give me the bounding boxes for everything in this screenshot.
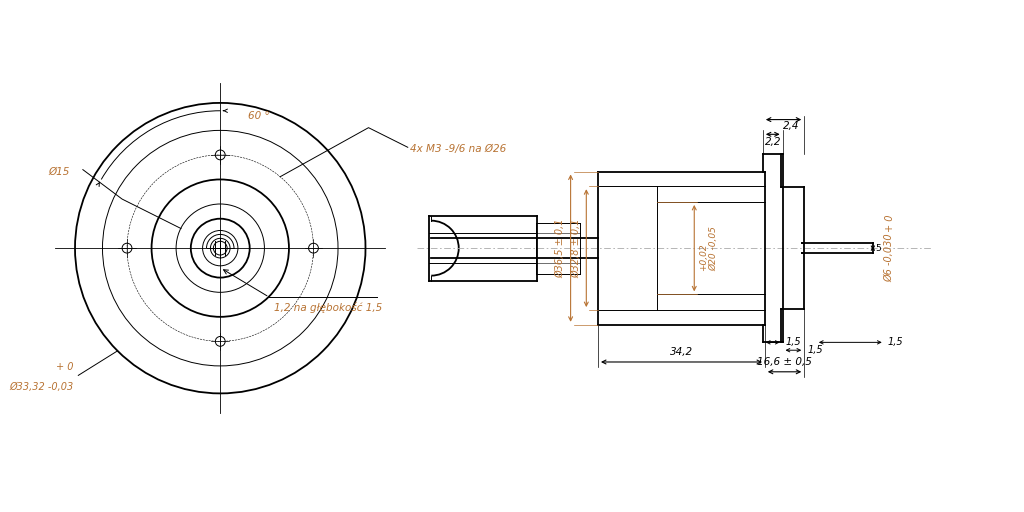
Text: Ø6 -0,030: Ø6 -0,030 xyxy=(885,233,895,282)
Text: Ø15: Ø15 xyxy=(48,166,70,177)
Text: +0,02
Ø20 -0,05: +0,02 Ø20 -0,05 xyxy=(699,226,719,270)
Text: Ø32,8 ± 0,1: Ø32,8 ± 0,1 xyxy=(571,219,582,278)
Text: + 0: + 0 xyxy=(56,362,74,372)
Text: Ø36,5 ± 0,1: Ø36,5 ± 0,1 xyxy=(556,219,565,278)
Text: 4x M3 -9/6 na Ø26: 4x M3 -9/6 na Ø26 xyxy=(410,144,506,154)
Text: Ø33,32 -0,03: Ø33,32 -0,03 xyxy=(9,382,74,392)
Text: 1,5: 1,5 xyxy=(785,337,801,347)
Text: 60 °: 60 ° xyxy=(248,111,269,121)
Text: 1,2 na głębokość 1,5: 1,2 na głębokość 1,5 xyxy=(274,302,383,313)
Text: + 0: + 0 xyxy=(885,215,895,232)
Text: 2,4: 2,4 xyxy=(783,121,800,132)
Text: 2,2: 2,2 xyxy=(765,137,781,147)
Text: 1,5: 1,5 xyxy=(807,345,822,355)
Text: 5: 5 xyxy=(874,244,881,252)
Text: 1,5: 1,5 xyxy=(888,337,903,347)
Text: 34,2: 34,2 xyxy=(670,347,693,357)
Text: 16,6 ± 0,5: 16,6 ± 0,5 xyxy=(757,357,812,367)
